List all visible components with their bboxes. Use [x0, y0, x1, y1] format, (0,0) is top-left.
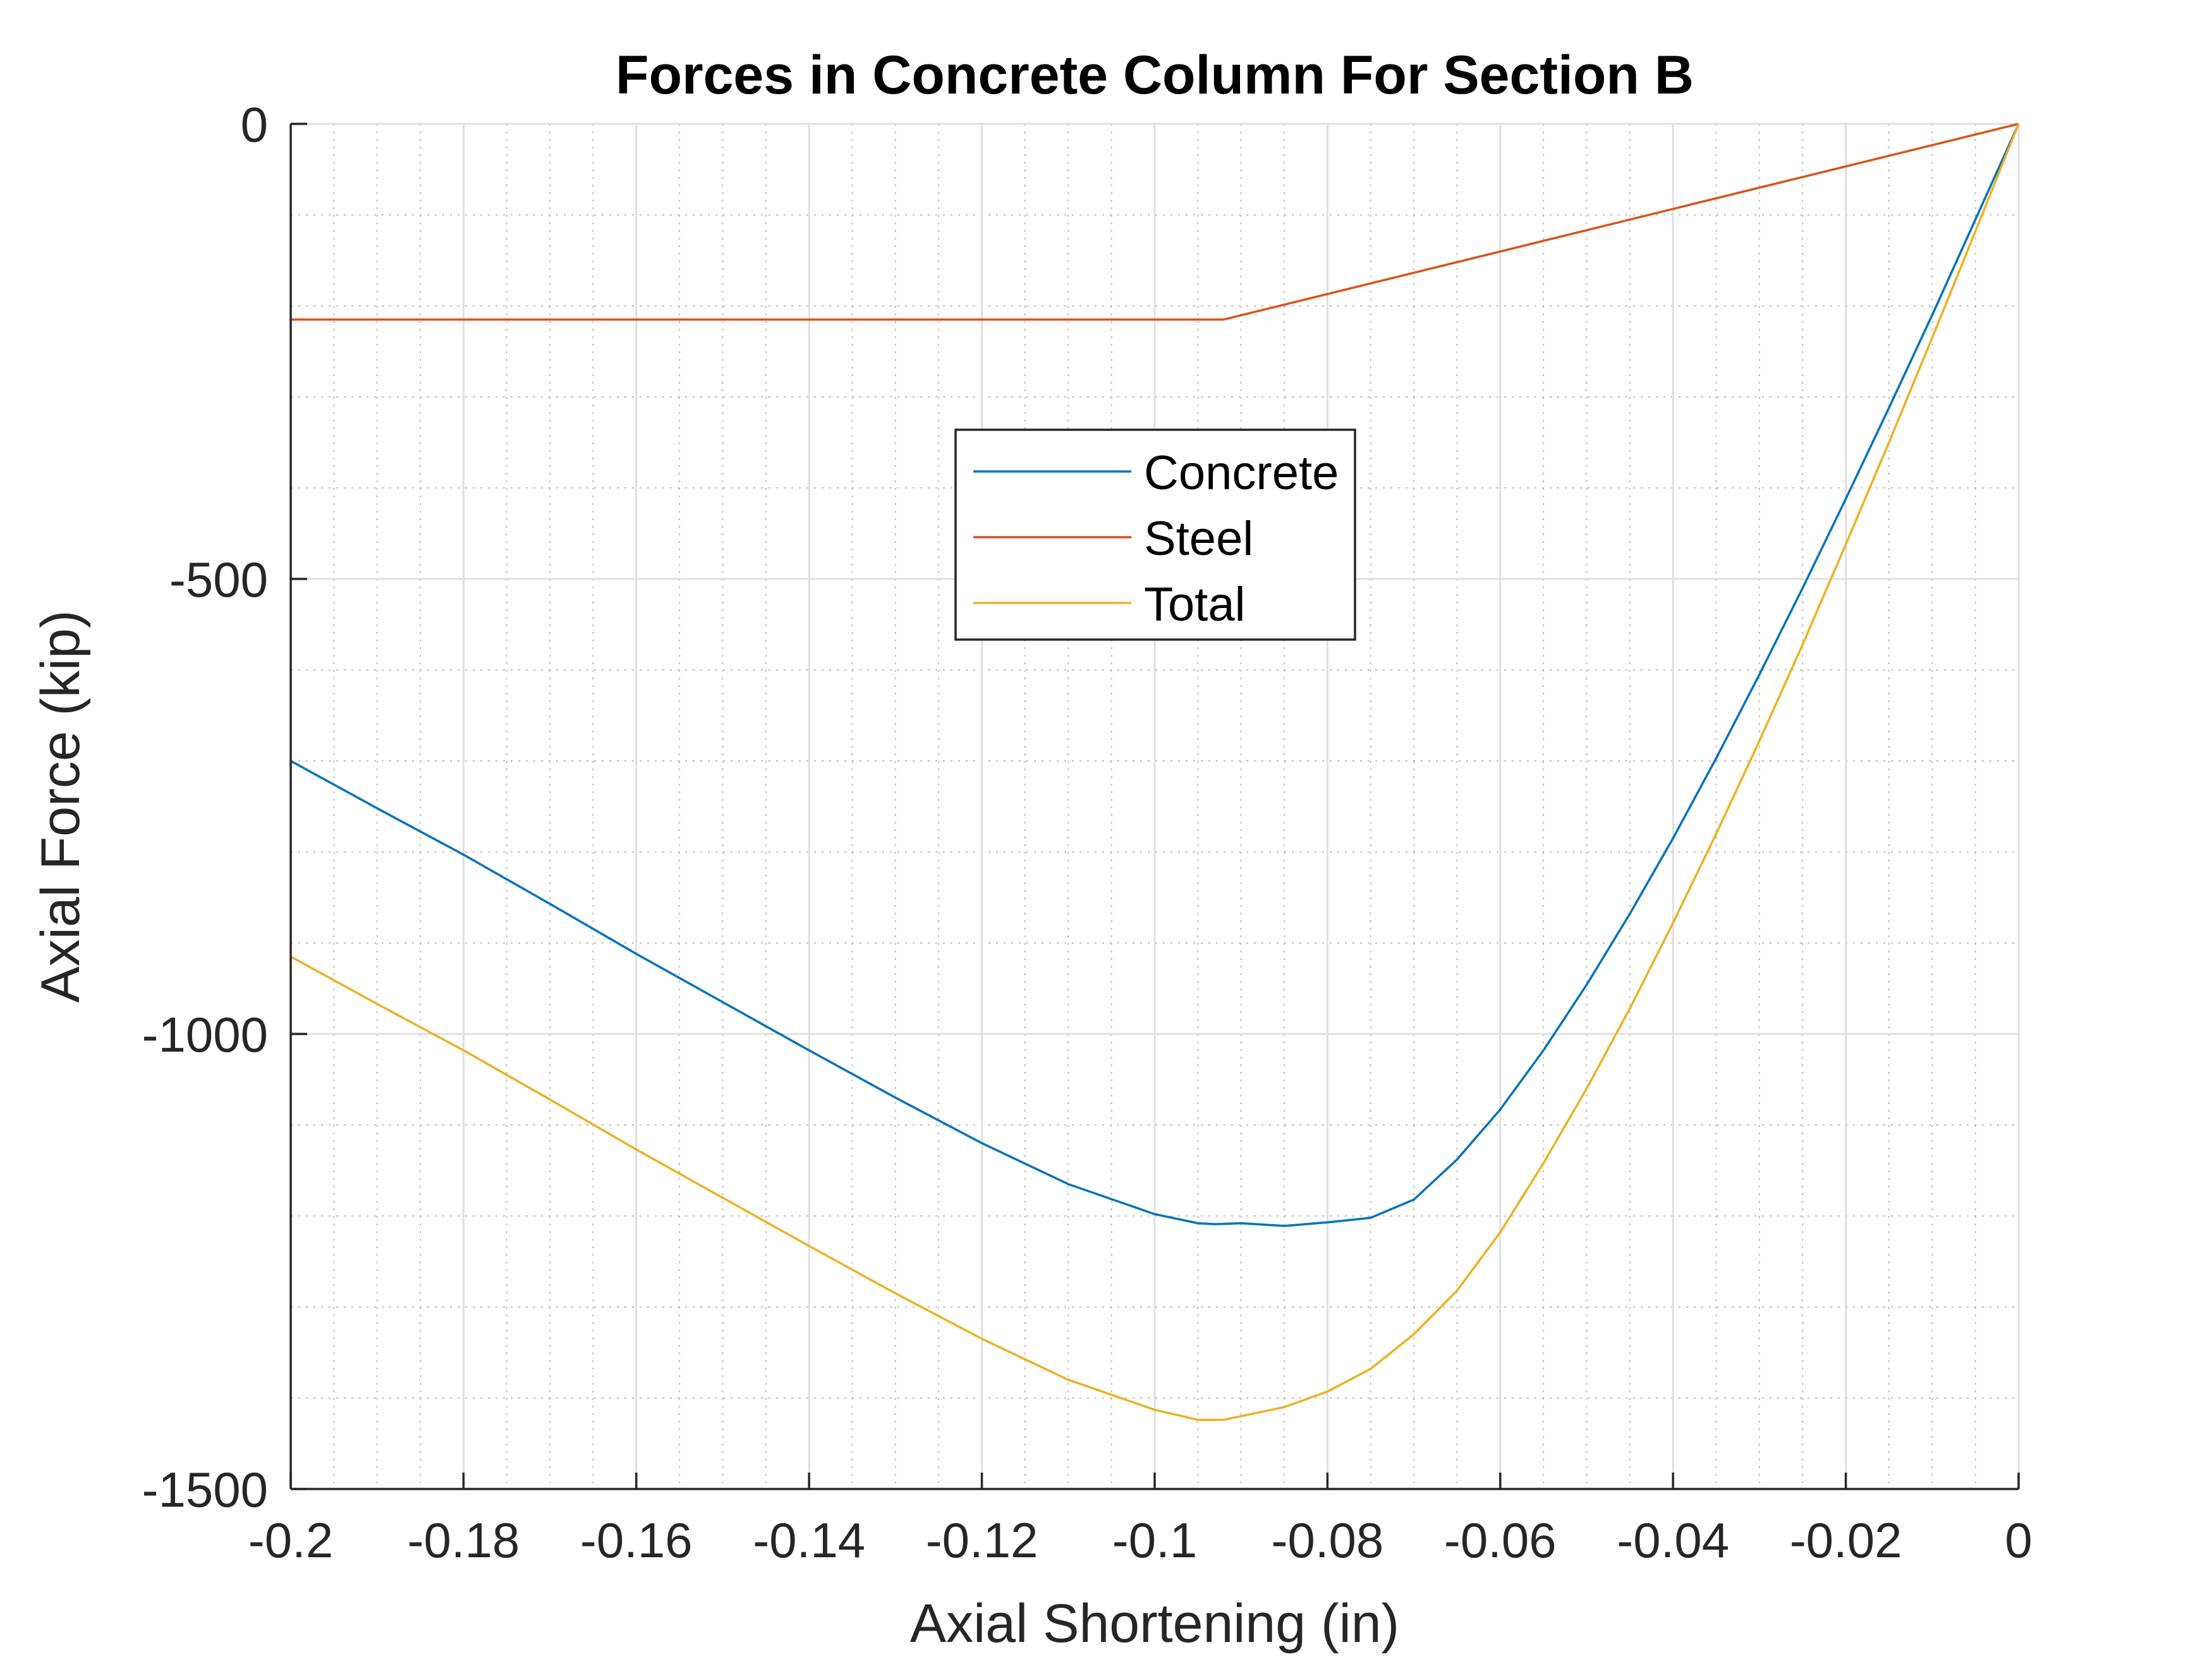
x-axis-label: Axial Shortening (in) — [910, 1593, 1399, 1654]
legend-label-steel: Steel — [1144, 512, 1253, 566]
x-tick-label: -0.08 — [1272, 1512, 1384, 1568]
y-tick-label: -500 — [169, 552, 268, 607]
x-tick-label: -0.12 — [926, 1512, 1038, 1568]
x-tick-label: -0.06 — [1444, 1512, 1557, 1568]
series-line-total — [290, 123, 2020, 1421]
legend-label-concrete: Concrete — [1144, 446, 1339, 500]
y-tick-label: 0 — [241, 97, 268, 152]
x-tick-label: -0.2 — [248, 1512, 333, 1568]
x-tick-label: -0.04 — [1617, 1512, 1729, 1568]
x-tick-label: 0 — [2005, 1512, 2032, 1568]
legend: Concrete Steel Total — [954, 428, 1356, 641]
x-tick-label: -0.18 — [408, 1512, 520, 1568]
y-axis-label: Axial Force (kip) — [30, 610, 91, 1002]
minor-grid — [291, 124, 2019, 1489]
axes — [289, 123, 2020, 1490]
series-line-concrete — [290, 123, 2020, 1227]
tick-labels: -0.2 -0.18 -0.16 -0.14 -0.12 -0.1 -0.08 -0.06 -0… — [142, 97, 2033, 1568]
y-tick-label: -1000 — [142, 1007, 269, 1062]
x-tick-label: -0.16 — [580, 1512, 693, 1568]
legend-label-total: Total — [1144, 578, 1246, 631]
legend-box — [954, 428, 1356, 641]
x-tick-label: -0.14 — [753, 1512, 865, 1568]
series-layer — [290, 123, 2020, 1421]
y-tick-label: -1500 — [142, 1462, 269, 1517]
x-tick-label: -0.02 — [1790, 1512, 1902, 1568]
chart-title: Forces in Concrete Column For Section B — [616, 45, 1694, 106]
x-tick-label: -0.1 — [1112, 1512, 1197, 1568]
series-line-steel — [291, 123, 2019, 321]
